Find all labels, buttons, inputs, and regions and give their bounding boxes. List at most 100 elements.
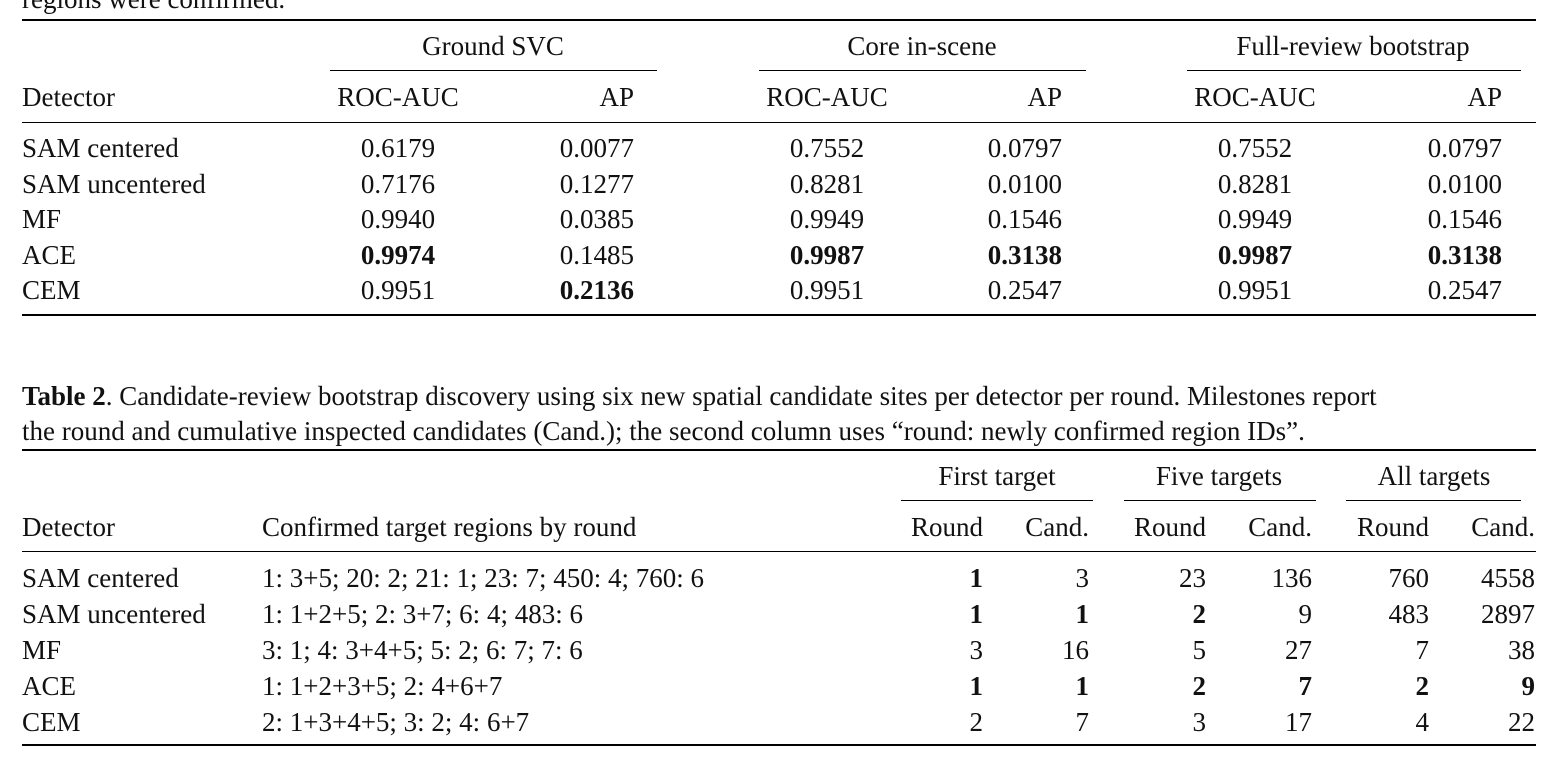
table2-regions-header: Confirmed target regions by round <box>262 512 637 542</box>
table2-row-regions: 1: 1+2+3+5; 2: 4+6+7 <box>262 671 503 701</box>
table1-cell: 0.9949 <box>1217 204 1293 234</box>
table1-row-detector: SAM centered <box>22 133 179 163</box>
table1-group-rule <box>1187 70 1521 71</box>
table2-caption-line1: Table 2. Candidate-review bootstrap disc… <box>22 383 1377 410</box>
table2-sub-header: Round <box>910 512 983 542</box>
table2-cell: 16 <box>1062 635 1089 665</box>
table1-cell: 0.3138 <box>987 239 1062 270</box>
table2-cell: 3 <box>1192 707 1207 737</box>
table2-cell: 17 <box>1285 707 1312 737</box>
table2-cell: 2 <box>969 707 984 737</box>
table2-group-rule <box>901 500 1093 501</box>
table2-group-header: Five targets <box>1155 461 1283 491</box>
table1-cell: 0.1546 <box>1427 204 1502 234</box>
table2-cell: 2 <box>1192 671 1207 701</box>
table2-sub-header: Round <box>1133 512 1206 542</box>
table2-cell: 4558 <box>1481 563 1535 593</box>
table1-metric-header: ROC-AUC <box>1194 82 1316 112</box>
table2-cell: 2897 <box>1481 599 1535 629</box>
table1-mid-rule <box>22 122 1536 123</box>
previous-caption-tail: regions were confirmed. <box>22 0 285 13</box>
table2-row-detector: ACE <box>22 671 76 701</box>
table1-cell: 0.2547 <box>987 275 1062 305</box>
table2-cell: 1 <box>1075 599 1090 629</box>
table1-cell: 0.9987 <box>1217 239 1293 270</box>
table1-cell: 0.1277 <box>559 168 634 199</box>
table2-row-detector: SAM uncentered <box>22 599 206 629</box>
table1-cell: 0.8281 <box>1217 168 1293 199</box>
table2-cell: 760 <box>1388 563 1430 593</box>
table2-cell: 4 <box>1415 707 1430 737</box>
table2-cell: 2 <box>1192 599 1207 629</box>
table2-sub-header: Round <box>1356 512 1429 542</box>
table2-detector-header: Detector <box>22 512 115 542</box>
table1-group-header: Full-review bootstrap <box>1236 31 1470 61</box>
table2-cell: 2 <box>1415 671 1430 701</box>
table2-cell: 7 <box>1415 635 1430 665</box>
table1-row-detector: ACE <box>22 239 76 270</box>
table2-cell: 1 <box>1075 671 1090 701</box>
table2-bottom-rule <box>22 744 1536 746</box>
table1-cell: 0.0100 <box>987 168 1062 199</box>
table1-cell: 0.9951 <box>1217 275 1293 305</box>
table2-row-regions: 1: 1+2+5; 2: 3+7; 6: 4; 483: 6 <box>262 599 583 629</box>
table1-row-detector: MF <box>22 204 62 234</box>
table1-cell: 0.8281 <box>789 168 865 199</box>
table2-row-detector: CEM <box>22 707 81 737</box>
table2-mid-rule <box>22 551 1536 552</box>
table1-cell: 0.9951 <box>789 275 865 305</box>
table2-cell: 27 <box>1285 635 1312 665</box>
table1-cell: 0.1485 <box>559 239 634 270</box>
table1-cell: 0.2136 <box>559 275 634 305</box>
table1-top-rule <box>22 19 1536 21</box>
table2-sub-header: Cand. <box>1471 512 1535 542</box>
table2-row-regions: 3: 1; 4: 3+4+5; 5: 2; 6: 7; 7: 6 <box>262 635 583 665</box>
table2-cell: 9 <box>1521 671 1536 701</box>
table1-row-detector: SAM uncentered <box>22 168 206 199</box>
table2-top-rule <box>22 449 1536 451</box>
table1-cell: 0.2547 <box>1427 275 1502 305</box>
table2-row-regions: 1: 3+5; 20: 2; 21: 1; 23: 7; 450: 4; 760… <box>262 563 704 593</box>
table2-cell: 22 <box>1508 707 1535 737</box>
table2-group-header: First target <box>938 461 1056 491</box>
table1-cell: 0.6179 <box>360 133 436 163</box>
table2-cell: 1 <box>969 599 984 629</box>
table1-metric-header: ROC-AUC <box>766 82 888 112</box>
table1-cell: 0.0797 <box>987 133 1062 163</box>
table1-cell: 0.3138 <box>1427 239 1502 270</box>
table1-cell: 0.9987 <box>789 239 865 270</box>
table2-cell: 1 <box>969 671 984 701</box>
table1-group-rule <box>330 70 657 71</box>
table1-metric-header: ROC-AUC <box>337 82 459 112</box>
table2-cell: 38 <box>1508 635 1535 665</box>
table2-row-detector: SAM centered <box>22 563 179 593</box>
table1-cell: 0.9940 <box>360 204 436 234</box>
table2-caption-line2: the round and cumulative inspected candi… <box>22 416 1305 446</box>
table1-cell: 0.7552 <box>789 133 865 163</box>
table2-caption-text: . Candidate-review bootstrap discovery u… <box>105 381 1377 411</box>
table2-cell: 136 <box>1271 563 1313 593</box>
table1-metric-header: AP <box>1027 82 1062 112</box>
table2-sub-header: Cand. <box>1248 512 1312 542</box>
table1-group-header: Ground SVC <box>422 31 564 61</box>
table1-group-rule <box>759 70 1086 71</box>
table2-cell: 3 <box>969 635 984 665</box>
table1-bottom-rule <box>22 314 1536 316</box>
table1-group-header: Core in-scene <box>847 31 997 61</box>
table1-metric-header: AP <box>1467 82 1502 112</box>
table2-row-detector: MF <box>22 635 62 665</box>
table1-cell: 0.9974 <box>360 239 436 270</box>
table2-cell: 9 <box>1298 599 1313 629</box>
table1-detector-header: Detector <box>22 82 115 112</box>
table1-cell: 0.0077 <box>559 133 634 163</box>
table1-row-detector: CEM <box>22 275 81 305</box>
table2-sub-header: Cand. <box>1025 512 1089 542</box>
table1-cell: 0.0385 <box>559 204 634 234</box>
table2-cell: 1 <box>969 563 984 593</box>
table1-cell: 0.7552 <box>1217 133 1293 163</box>
table1-cell: 0.1546 <box>987 204 1062 234</box>
table1-cell: 0.9951 <box>360 275 436 305</box>
table1-cell: 0.0797 <box>1427 133 1502 163</box>
table1-cell: 0.0100 <box>1427 168 1502 199</box>
table2-row-regions: 2: 1+3+4+5; 3: 2; 4: 6+7 <box>262 707 530 737</box>
